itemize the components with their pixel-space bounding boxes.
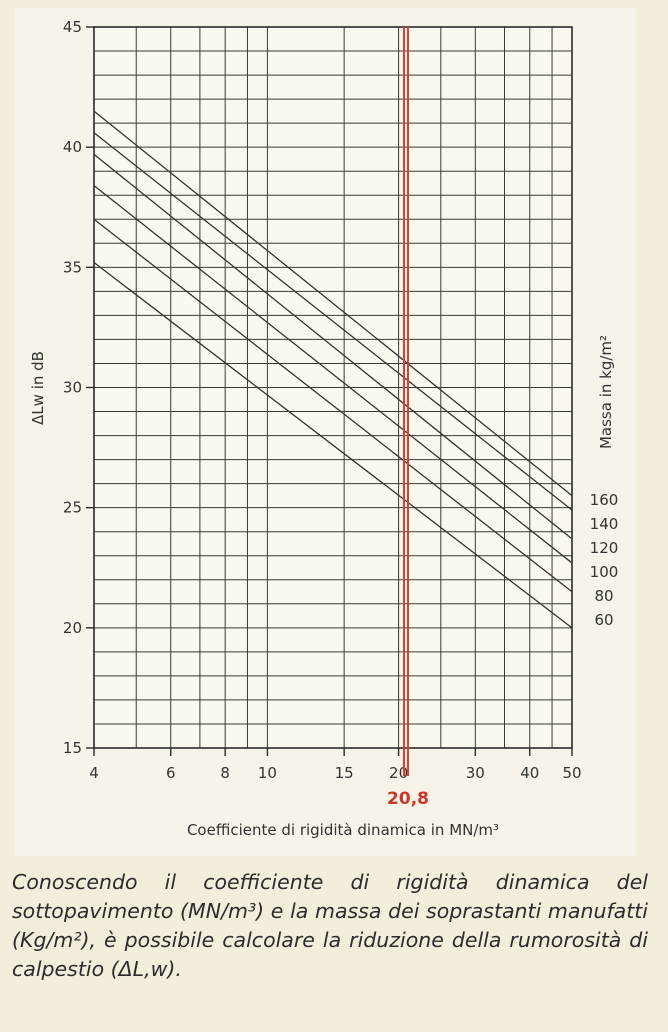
series-line-120	[93, 153, 573, 540]
series-line-100	[93, 185, 573, 564]
series-line-80	[93, 218, 573, 593]
series-line-60	[93, 262, 573, 629]
legend-item-120: 120	[590, 539, 619, 557]
x-tick-label: 30	[466, 764, 485, 782]
legend-item-80: 80	[594, 587, 613, 605]
y-tick-label: 15	[63, 739, 82, 757]
series-line-160	[93, 110, 573, 497]
legend-item-100: 100	[590, 563, 619, 581]
x-tick-label: 4	[89, 764, 99, 782]
x-tick-label: 15	[335, 764, 354, 782]
y-tick-label: 25	[63, 499, 82, 517]
legend-item-60: 60	[594, 611, 613, 629]
chart: 15 20 25 30 35 40 45 4 6 8 10 15 20 30 40 50 160 140 120 10…	[14, 8, 636, 856]
legend-item-160: 160	[590, 491, 619, 509]
marker-label: 20,8	[387, 789, 429, 809]
y-axis-title: ΔLw in dB	[29, 351, 47, 425]
x-tick-label: 10	[258, 764, 277, 782]
legend-title: Massa in kg/m²	[597, 335, 615, 449]
x-tick-label: 40	[520, 764, 539, 782]
x-tick-label: 8	[220, 764, 230, 782]
y-tick-label: 35	[63, 258, 82, 276]
y-tick-label: 30	[63, 379, 82, 397]
x-tick-label: 50	[562, 764, 581, 782]
legend-item-140: 140	[590, 515, 619, 533]
x-axis-title: Coefficiente di rigidità dinamica in MN/…	[187, 821, 499, 839]
y-tick-label: 40	[63, 138, 82, 156]
caption: Conoscendo il coefficiente di rigidità d…	[12, 870, 648, 981]
x-tick-label: 20	[389, 764, 408, 782]
y-tick-label: 45	[63, 18, 82, 36]
y-tick-label: 20	[63, 619, 82, 637]
series-line-140	[93, 132, 573, 511]
x-tick-label: 6	[166, 764, 176, 782]
